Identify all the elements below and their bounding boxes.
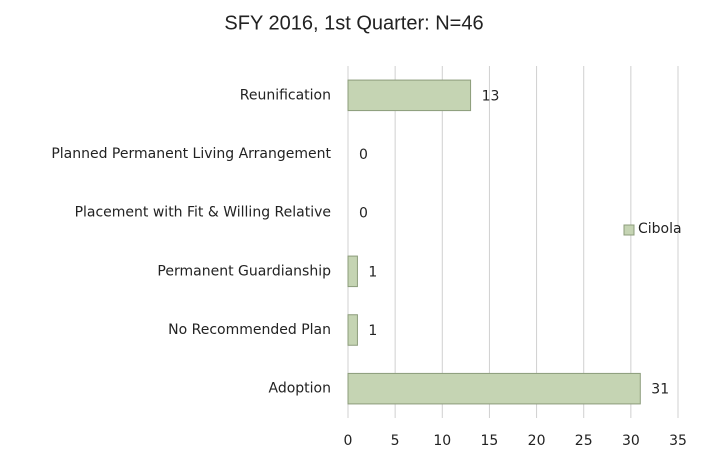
data-label: 1: [368, 323, 377, 339]
y-tick-label: Placement with Fit & Willing Relative: [75, 205, 331, 221]
x-tick-label: 25: [575, 433, 593, 449]
legend-label: Cibola: [638, 221, 682, 237]
y-tick-label: Adoption: [269, 381, 332, 397]
x-tick-label: 15: [481, 433, 499, 449]
y-tick-label: Planned Permanent Living Arrangement: [51, 146, 331, 162]
x-tick-label: 20: [528, 433, 546, 449]
bar: [347, 372, 641, 405]
bar: [347, 314, 358, 346]
data-label: 13: [482, 88, 500, 104]
legend-swatch: [623, 224, 635, 236]
x-tick-label: 5: [391, 433, 400, 449]
chart-title: SFY 2016, 1st Quarter: N=46: [224, 12, 483, 34]
data-label: 31: [651, 382, 669, 398]
x-tick-label: 10: [433, 433, 451, 449]
y-tick-label: No Recommended Plan: [168, 322, 331, 338]
data-label: 1: [368, 264, 377, 280]
x-tick-label: 0: [344, 433, 353, 449]
data-label: 0: [359, 206, 368, 222]
bar: [347, 79, 472, 112]
y-tick-label: Permanent Guardianship: [157, 263, 331, 279]
x-tick-label: 30: [622, 433, 640, 449]
y-tick-label: Reunification: [240, 87, 331, 103]
data-label: 0: [359, 147, 368, 163]
bar: [347, 255, 358, 288]
x-tick-label: 35: [669, 433, 687, 449]
